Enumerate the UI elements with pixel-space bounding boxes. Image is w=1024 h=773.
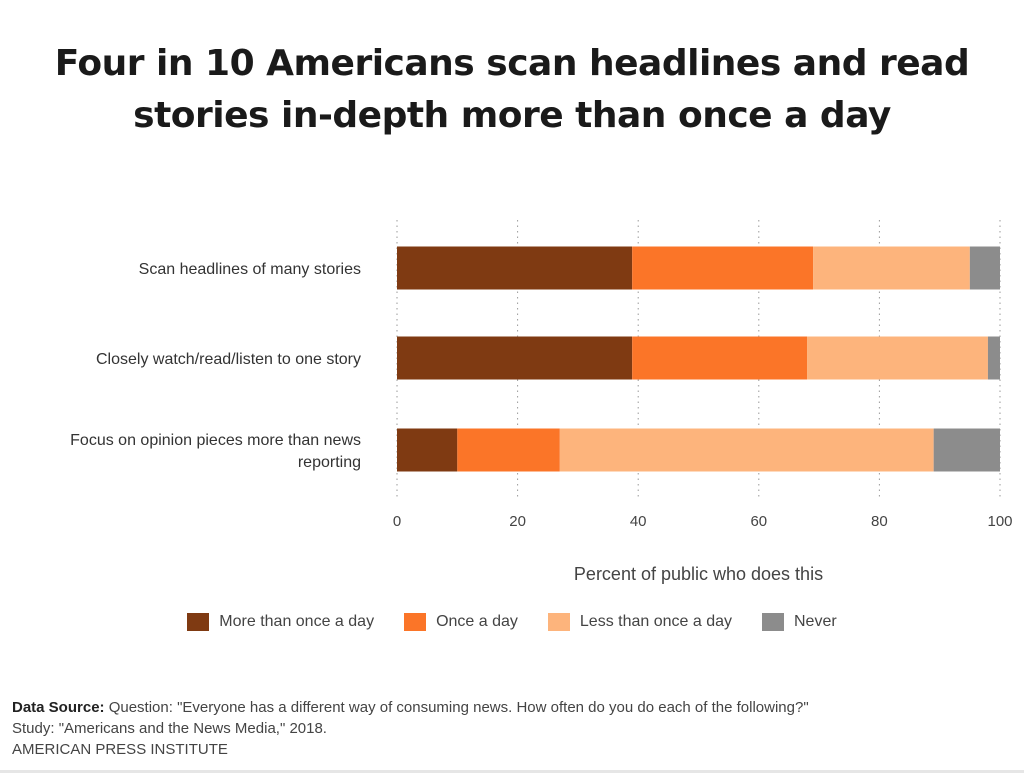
x-tick-label: 20 (509, 513, 526, 530)
category-label: Closely watch/read/listen to one story (96, 351, 361, 368)
bar-segment (457, 428, 560, 472)
data-source-label: Data Source: (12, 699, 105, 716)
x-tick-label: 100 (987, 513, 1012, 530)
x-axis-title: Percent of public who does this (573, 564, 824, 584)
data-source-line: Data Source: Question: "Everyone has a d… (12, 697, 809, 718)
legend-swatch (404, 613, 427, 631)
footer: Data Source: Question: "Everyone has a d… (12, 697, 809, 760)
bar-segment (969, 246, 1000, 290)
study-line: Study: "Americans and the News Media," 2… (12, 720, 327, 737)
legend-label: More than once a day (219, 613, 375, 630)
category-label: reporting (298, 454, 361, 471)
footer-divider (0, 770, 1024, 773)
legend-swatch (762, 613, 784, 631)
legend-swatch (187, 613, 210, 631)
legend-item: Once a day (404, 613, 518, 631)
bar-segment (397, 246, 633, 290)
bar-segment (632, 246, 814, 290)
legend: More than once a day Once a day Less than … (0, 613, 1024, 631)
bar-segment (933, 428, 1000, 472)
title-line-2: stories in-depth more than once a day (133, 95, 891, 136)
bar-segment (397, 336, 633, 380)
chart-title: Four in 10 Americans scan headlines and … (0, 38, 1024, 142)
legend-label: Never (794, 613, 837, 630)
data-source-text: Question: "Everyone has a different way … (104, 699, 809, 716)
legend-item: Less than once a day (547, 613, 732, 631)
bar-segment (807, 336, 988, 380)
organization-name: AMERICAN PRESS INSTITUTE (12, 741, 228, 758)
x-tick-label: 40 (630, 513, 647, 530)
x-tick-label: 80 (871, 513, 888, 530)
bar-segment (397, 428, 458, 472)
legend-swatch (547, 613, 570, 631)
bar-segment (632, 336, 808, 380)
title-line-1: Four in 10 Americans scan headlines and … (54, 43, 970, 84)
bar-segment (813, 246, 970, 290)
legend-label: Once a day (436, 613, 518, 630)
category-label: Focus on opinion pieces more than news (70, 432, 361, 449)
x-tick-label: 0 (393, 513, 401, 530)
stacked-bar-chart: Scan headlines of many stories Closely wa… (70, 220, 1013, 530)
legend-label: Less than once a day (579, 613, 732, 630)
x-tick-label: 60 (750, 513, 767, 530)
bar-segment (987, 336, 1000, 380)
category-label: Scan headlines of many stories (139, 261, 361, 278)
legend-item: Never (762, 613, 837, 631)
legend-item: More than once a day (187, 613, 374, 631)
bar-segment (559, 428, 934, 472)
